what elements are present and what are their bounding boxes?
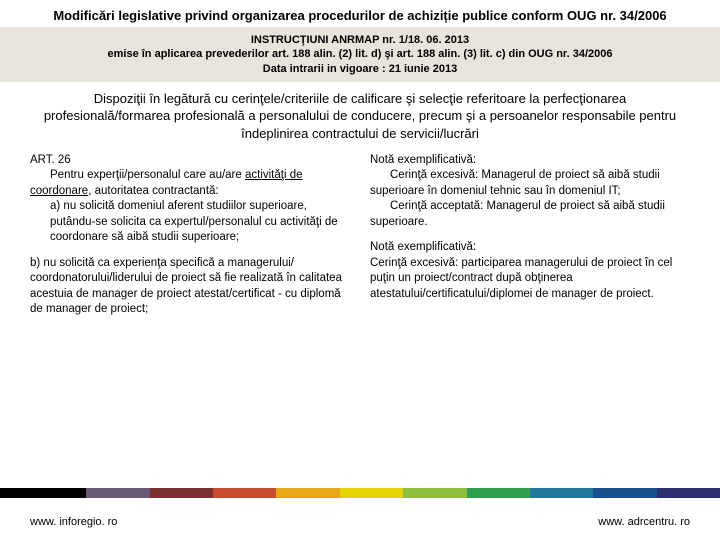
- note-1: Notă exemplificativă: Cerinţă excesivă: …: [370, 153, 690, 231]
- p1-a: Pentru experţii/personalul care au/are: [50, 169, 245, 181]
- footer: www. inforegio. ro www. adrcentru. ro: [0, 516, 720, 528]
- stripe-seg: [86, 488, 149, 498]
- footer-right: www. adrcentru. ro: [598, 516, 690, 528]
- header-line-2: emise în aplicarea prevederilor art. 188…: [20, 47, 700, 61]
- art-label: ART. 26: [30, 154, 71, 166]
- instruction-header: INSTRUCŢIUNI ANRMAP nr. 1/18. 06. 2013 e…: [0, 27, 720, 82]
- stripe-seg: [657, 488, 720, 498]
- note2-a: Cerinţă excesivă: participarea managerul…: [370, 257, 672, 300]
- p3: b) nu solicită ca experienţa specifică a…: [30, 256, 350, 318]
- note2-title: Notă exemplificativă:: [370, 241, 476, 253]
- left-column: ART. 26 Pentru experţii/personalul care …: [30, 153, 350, 328]
- stripe-seg: [593, 488, 656, 498]
- header-line-1: INSTRUCŢIUNI ANRMAP nr. 1/18. 06. 2013: [20, 33, 700, 47]
- subtitle: Dispoziţii în legătură cu cerinţele/crit…: [0, 82, 720, 153]
- stripe-seg: [530, 488, 593, 498]
- note-2: Notă exemplificativă: Cerinţă excesivă: …: [370, 240, 690, 302]
- stripe-seg: [150, 488, 213, 498]
- stripe-seg: [467, 488, 530, 498]
- stripe-seg: [403, 488, 466, 498]
- note1-title: Notă exemplificativă:: [370, 154, 476, 166]
- color-stripe: [0, 488, 720, 498]
- footer-left: www. inforegio. ro: [30, 516, 117, 528]
- note1-a: Cerinţă excesivă: Managerul de proiect s…: [370, 168, 690, 199]
- p2: a) nu solicită domeniul aferent studiilo…: [30, 199, 350, 246]
- art-block: ART. 26 Pentru experţii/personalul care …: [30, 153, 350, 246]
- stripe-seg: [276, 488, 339, 498]
- content-columns: ART. 26 Pentru experţii/personalul care …: [0, 153, 720, 328]
- page-title: Modificări legislative privind organizar…: [0, 0, 720, 27]
- stripe-seg: [0, 488, 86, 498]
- stripe-seg: [340, 488, 403, 498]
- note1-b: Cerinţă acceptată: Managerul de proiect …: [370, 199, 690, 230]
- stripe-seg: [213, 488, 276, 498]
- p1-b: , autoritatea contractantă:: [88, 185, 218, 197]
- header-line-3: Data intrarii in vigoare : 21 iunie 2013: [20, 62, 700, 76]
- right-column: Notă exemplificativă: Cerinţă excesivă: …: [370, 153, 690, 328]
